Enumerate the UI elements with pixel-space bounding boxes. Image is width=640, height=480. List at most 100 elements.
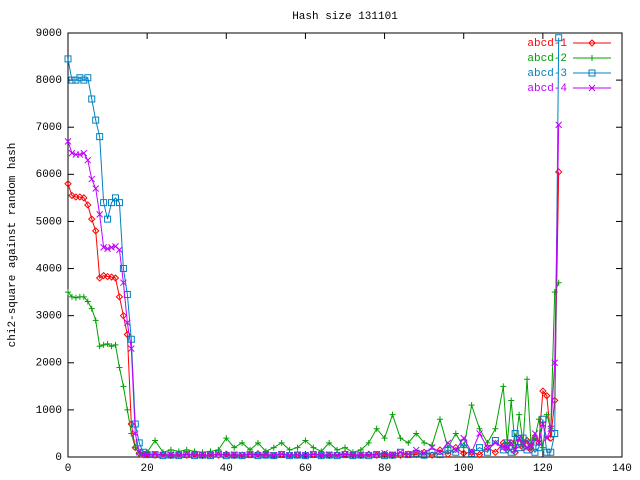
- point-marker: [365, 439, 372, 446]
- legend-marker: [588, 39, 596, 47]
- point-marker: [159, 452, 167, 460]
- legend-marker: [589, 55, 595, 61]
- point-marker: [404, 450, 412, 458]
- point-marker: [99, 271, 108, 280]
- point-marker: [555, 34, 563, 42]
- point-marker: [428, 444, 436, 451]
- point-marker: [389, 411, 396, 418]
- point-marker: [223, 435, 230, 442]
- series-line: [67, 124, 560, 456]
- point-marker: [76, 151, 84, 158]
- point-marker: [527, 439, 535, 447]
- point-marker: [397, 435, 404, 442]
- point-marker: [286, 446, 293, 453]
- point-marker: [246, 451, 254, 459]
- point-marker: [334, 446, 341, 453]
- point-marker: [309, 450, 317, 458]
- point-marker: [65, 289, 71, 296]
- point-marker: [551, 359, 559, 367]
- point-marker: [175, 451, 183, 459]
- point-marker: [373, 450, 381, 458]
- point-marker: [100, 244, 107, 251]
- point-marker: [381, 449, 388, 457]
- point-marker: [555, 121, 563, 129]
- point-marker: [404, 451, 412, 459]
- point-marker: [76, 193, 84, 201]
- point-marker: [389, 451, 396, 458]
- point-marker: [294, 444, 301, 451]
- point-marker: [475, 450, 484, 459]
- point-marker: [120, 279, 127, 287]
- point-marker: [124, 319, 131, 327]
- point-marker: [286, 452, 294, 460]
- point-marker: [507, 448, 515, 456]
- point-marker: [92, 317, 99, 324]
- point-marker: [270, 452, 278, 460]
- point-marker: [468, 448, 475, 456]
- point-marker: [151, 451, 159, 459]
- point-marker: [115, 199, 123, 207]
- point-marker: [128, 430, 135, 437]
- point-marker: [103, 272, 112, 281]
- point-marker: [278, 450, 286, 458]
- point-marker: [278, 439, 285, 446]
- point-marker: [100, 341, 107, 348]
- chart-title: Hash size 131101: [292, 11, 398, 23]
- point-marker: [523, 444, 531, 451]
- point-marker: [143, 451, 151, 458]
- point-marker: [341, 451, 349, 459]
- point-marker: [132, 444, 139, 451]
- point-marker: [80, 194, 88, 202]
- point-marker: [444, 450, 452, 458]
- point-marker: [254, 452, 262, 460]
- point-marker: [167, 451, 175, 459]
- point-marker: [72, 294, 79, 301]
- point-marker: [476, 444, 484, 452]
- point-marker: [357, 451, 365, 459]
- point-marker: [428, 448, 436, 456]
- point-marker: [535, 416, 542, 423]
- point-marker: [84, 201, 92, 209]
- point-marker: [294, 451, 302, 459]
- point-marker: [476, 430, 483, 437]
- point-marker: [151, 450, 159, 458]
- point-marker: [104, 245, 111, 253]
- point-marker: [175, 448, 182, 455]
- point-marker: [333, 452, 341, 460]
- point-marker: [92, 116, 100, 124]
- x-tick-label: 120: [533, 463, 553, 475]
- point-marker: [127, 345, 135, 352]
- point-marker: [254, 451, 262, 459]
- point-marker: [317, 452, 325, 460]
- point-marker: [199, 451, 207, 459]
- y-tick-label: 9000: [36, 28, 62, 40]
- point-marker: [64, 180, 72, 188]
- point-marker: [516, 411, 523, 418]
- point-marker: [543, 411, 550, 418]
- point-marker: [508, 397, 515, 404]
- point-marker: [539, 387, 547, 395]
- point-marker: [420, 449, 428, 457]
- point-marker: [511, 446, 519, 454]
- point-marker: [326, 439, 333, 446]
- point-marker: [238, 452, 246, 460]
- y-tick-label: 7000: [36, 122, 62, 134]
- point-marker: [547, 448, 555, 456]
- point-marker: [91, 227, 100, 235]
- legend-label: abcd-2: [527, 53, 567, 65]
- legend-label: abcd-4: [527, 83, 567, 95]
- point-marker: [309, 451, 317, 459]
- point-marker: [230, 451, 238, 459]
- point-marker: [207, 448, 214, 455]
- point-marker: [491, 437, 499, 445]
- point-marker: [254, 439, 261, 446]
- point-marker: [539, 415, 547, 423]
- point-marker: [519, 439, 527, 447]
- point-marker: [325, 451, 333, 458]
- point-marker: [468, 402, 475, 409]
- point-marker: [302, 437, 309, 444]
- point-marker: [500, 383, 507, 390]
- point-marker: [68, 293, 75, 300]
- point-marker: [84, 156, 92, 164]
